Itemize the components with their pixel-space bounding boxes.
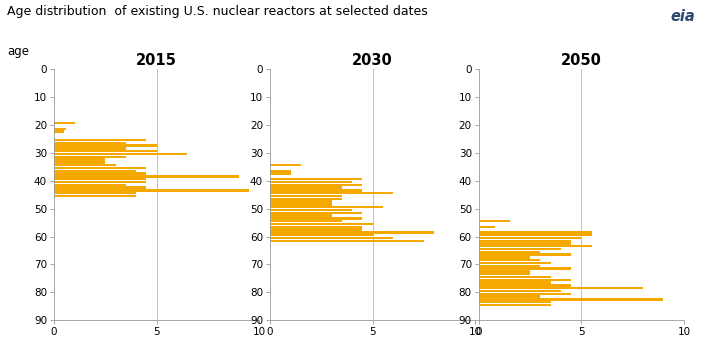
Bar (54, 192, 136, 194)
Bar (54, 167, 146, 169)
Bar (270, 203, 331, 206)
Bar (479, 273, 530, 275)
Bar (479, 301, 551, 303)
Bar (54, 128, 66, 130)
Bar (270, 186, 342, 189)
Bar (270, 192, 393, 194)
Bar (479, 295, 540, 298)
Bar (479, 251, 540, 253)
Bar (479, 281, 551, 284)
Bar (54, 156, 126, 158)
Bar (479, 245, 592, 248)
Bar (479, 276, 551, 278)
Bar (54, 150, 157, 152)
Bar (54, 181, 146, 183)
Bar (270, 184, 362, 186)
Bar (270, 195, 342, 197)
Bar (270, 234, 373, 236)
Bar (479, 270, 530, 273)
Bar (479, 242, 571, 245)
Bar (270, 206, 383, 209)
Bar (479, 290, 561, 292)
Bar (479, 265, 540, 267)
Bar (270, 170, 290, 172)
Bar (54, 164, 115, 167)
Bar (479, 226, 495, 228)
Bar (270, 209, 352, 211)
Bar (54, 172, 146, 175)
Bar (479, 240, 571, 242)
Bar (270, 226, 362, 228)
Bar (479, 253, 571, 256)
Bar (270, 237, 393, 239)
Bar (479, 234, 592, 236)
Bar (54, 139, 146, 141)
Bar (54, 184, 126, 186)
Bar (270, 181, 352, 183)
Bar (54, 153, 187, 155)
Bar (270, 240, 424, 242)
Bar (479, 259, 540, 261)
Bar (270, 198, 342, 200)
Bar (479, 262, 551, 264)
Bar (479, 287, 643, 289)
Bar (270, 164, 301, 167)
Bar (54, 178, 146, 180)
Bar (479, 248, 561, 250)
Bar (54, 130, 64, 133)
Bar (270, 228, 362, 231)
Title: 2030: 2030 (352, 52, 393, 68)
Bar (54, 195, 136, 197)
Text: Age distribution  of existing U.S. nuclear reactors at selected dates: Age distribution of existing U.S. nuclea… (7, 5, 428, 18)
Bar (54, 122, 75, 125)
Bar (479, 298, 664, 300)
Bar (479, 279, 571, 281)
Bar (270, 201, 331, 203)
Bar (479, 256, 530, 259)
Bar (479, 231, 592, 233)
Bar (54, 189, 249, 191)
Bar (270, 217, 362, 219)
Bar (479, 292, 571, 295)
Bar (54, 161, 105, 164)
Bar (54, 186, 146, 189)
Title: 2015: 2015 (136, 52, 177, 68)
Title: 2050: 2050 (561, 52, 602, 68)
Bar (479, 284, 571, 287)
Bar (270, 189, 362, 191)
Bar (270, 172, 290, 175)
Bar (479, 268, 571, 270)
Bar (270, 214, 331, 217)
Text: age: age (7, 45, 30, 58)
Bar (54, 144, 157, 147)
Bar (54, 175, 239, 178)
Bar (54, 142, 126, 144)
Bar (54, 159, 105, 161)
Bar (479, 237, 582, 239)
Bar (270, 211, 362, 214)
Bar (479, 304, 551, 306)
Bar (270, 231, 434, 233)
Bar (270, 178, 362, 180)
Text: eia: eia (670, 9, 695, 24)
Bar (479, 220, 510, 222)
Bar (270, 223, 373, 225)
Bar (54, 147, 126, 150)
Bar (270, 220, 342, 222)
Bar (54, 170, 136, 172)
